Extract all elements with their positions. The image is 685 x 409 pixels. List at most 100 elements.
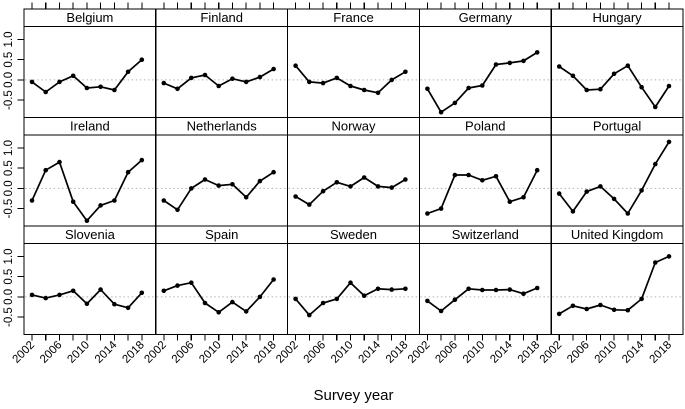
data-point-finland-2014 — [243, 79, 249, 85]
strip-label-portugal: Portugal — [593, 119, 642, 134]
panel-box-slovenia — [23, 242, 157, 336]
data-point-finland-2002 — [161, 80, 167, 86]
data-point-portugal-2004 — [570, 209, 576, 214]
x-axis-tick-label: 2006 — [302, 339, 329, 366]
data-point-switzerland-2012 — [493, 287, 499, 293]
x-axis-tick-label: 2010 — [65, 339, 92, 366]
data-point-norway-2002 — [293, 194, 298, 199]
panel-norway: Norway — [287, 116, 421, 227]
panel-portugal: Portugal — [550, 116, 684, 227]
data-point-hungary-2018 — [666, 83, 672, 89]
y-axis-tick-label: 0.5 — [3, 269, 15, 285]
data-point-slovenia-2010 — [84, 301, 90, 307]
x-axis-tick-label: 2018 — [252, 339, 279, 366]
data-point-norway-2008 — [334, 180, 340, 185]
panel-box-belgium — [23, 25, 157, 119]
panel-box-ireland — [23, 134, 157, 227]
panel-box-united-kingdom — [550, 242, 684, 336]
data-point-hungary-2010 — [611, 71, 617, 77]
data-point-spain-2010 — [216, 310, 221, 315]
data-point-hungary-2016 — [653, 104, 658, 110]
strip-label-netherlands: Netherlands — [187, 119, 258, 134]
data-point-switzerland-2008 — [466, 286, 471, 292]
panel-box-netherlands — [155, 134, 289, 227]
strip-label-norway: Norway — [331, 119, 376, 134]
data-point-slovenia-2008 — [70, 288, 76, 294]
data-point-finland-2016 — [257, 74, 263, 80]
data-point-finland-2012 — [230, 76, 235, 81]
data-point-norway-2016 — [389, 185, 395, 190]
data-point-poland-2014 — [507, 199, 513, 204]
data-point-switzerland-2014 — [507, 287, 513, 292]
x-axis-tick-label: 2002 — [538, 339, 565, 366]
data-point-united-kingdom-2012 — [625, 307, 631, 313]
panel-ireland: Ireland -0.5 0.0 0.5 1.0 — [3, 116, 157, 227]
data-point-switzerland-2010 — [480, 287, 485, 293]
x-axis-tick-label: 2002 — [274, 339, 301, 366]
data-point-switzerland-2006 — [452, 297, 458, 303]
data-point-netherlands-2012 — [230, 182, 235, 187]
data-point-norway-2006 — [320, 188, 326, 194]
y-axis-tick-label: -0.5 — [3, 199, 15, 219]
data-point-poland-2006 — [452, 172, 458, 178]
data-point-sweden-2006 — [320, 300, 326, 306]
data-point-united-kingdom-2010 — [611, 307, 617, 313]
strip-label-slovenia: Slovenia — [65, 227, 116, 242]
x-axis-tick-label: 2018 — [516, 339, 543, 366]
y-axis-tick-label: 1.0 — [3, 140, 15, 156]
data-point-france-2018 — [403, 69, 408, 75]
data-point-spain-2014 — [243, 309, 249, 314]
data-point-norway-2014 — [375, 184, 381, 189]
strip-label-belgium: Belgium — [66, 10, 113, 25]
data-point-portugal-2018 — [666, 139, 672, 145]
data-point-spain-2004 — [175, 283, 180, 288]
data-point-united-kingdom-2014 — [639, 296, 644, 302]
data-point-belgium-2016 — [125, 69, 131, 75]
data-point-ireland-2010 — [84, 218, 90, 223]
data-point-slovenia-2012 — [98, 287, 103, 292]
panel-netherlands: Netherlands — [155, 116, 289, 227]
x-axis-tick-label: 2006 — [38, 339, 65, 366]
data-point-slovenia-2002 — [29, 292, 35, 298]
data-point-germany-2004 — [438, 109, 444, 115]
data-point-portugal-2008 — [598, 184, 603, 189]
panel-spain: Spain 2002 2006 2010 2014 2018 — [142, 225, 289, 366]
data-point-ireland-2016 — [125, 169, 131, 175]
x-axis-tick-label: 2002 — [11, 339, 38, 366]
data-point-norway-2018 — [403, 177, 408, 182]
data-point-netherlands-2002 — [161, 198, 167, 203]
panel-box-spain — [155, 242, 289, 336]
x-axis-tick-label: 2006 — [170, 339, 197, 366]
x-axis-tick-label: 2018 — [384, 339, 411, 366]
data-point-poland-2002 — [425, 211, 430, 216]
data-point-sweden-2010 — [348, 280, 353, 286]
data-point-germany-2008 — [466, 85, 471, 91]
y-axis-tick-label: 1.0 — [3, 248, 15, 264]
data-point-france-2016 — [389, 77, 395, 83]
panel-finland: Finland — [155, 2, 289, 119]
strip-label-spain: Spain — [205, 227, 238, 242]
y-axis-tick-label: -0.5 — [3, 307, 15, 327]
x-axis-tick-label: 2006 — [433, 339, 460, 366]
data-point-sweden-2016 — [389, 287, 395, 292]
x-axis-tick-label: 2010 — [329, 339, 356, 366]
strip-label-france: France — [333, 10, 373, 25]
data-point-ireland-2008 — [70, 199, 76, 204]
data-point-sweden-2008 — [334, 296, 340, 302]
data-point-germany-2016 — [521, 58, 526, 64]
x-axis-tick-label: 2006 — [565, 339, 592, 366]
data-point-switzerland-2004 — [438, 308, 444, 314]
panel-germany: Germany — [418, 2, 552, 119]
data-point-hungary-2012 — [625, 63, 631, 68]
data-point-sweden-2018 — [403, 286, 408, 292]
data-point-france-2004 — [307, 79, 312, 85]
data-point-netherlands-2014 — [243, 195, 249, 200]
data-point-portugal-2006 — [584, 189, 589, 194]
data-point-germany-2012 — [493, 62, 499, 67]
data-point-belgium-2018 — [139, 57, 145, 62]
data-point-hungary-2008 — [598, 86, 603, 92]
data-point-belgium-2002 — [29, 79, 35, 85]
data-point-france-2010 — [348, 83, 353, 89]
strip-label-poland: Poland — [465, 119, 505, 134]
